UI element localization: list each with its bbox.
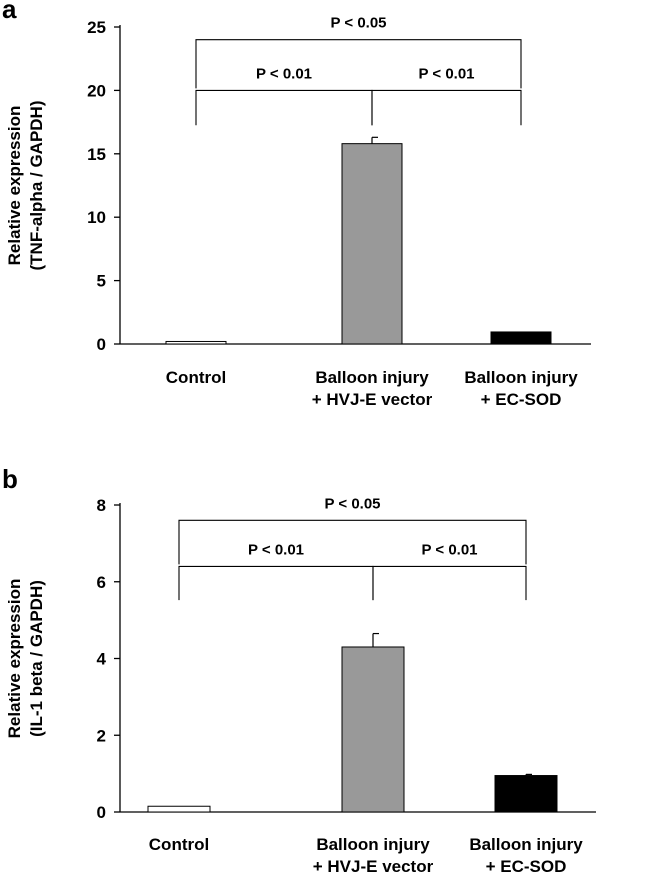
significance-label: P < 0.01	[421, 541, 477, 558]
panel-a: a 0 5 10 15 20 25 Relative expression (TNF-alpha…	[2, 0, 591, 409]
panel-letter: a	[2, 0, 17, 24]
y-tick-label: 6	[97, 573, 106, 592]
y-tick-label: 4	[97, 650, 107, 669]
bar	[341, 143, 403, 345]
y-tick-label: 20	[87, 81, 106, 100]
y-tick-label: 10	[87, 208, 106, 227]
bar	[490, 331, 552, 345]
bar	[165, 340, 227, 345]
bar	[494, 775, 558, 813]
category-label: Balloon injury	[315, 368, 429, 387]
panel-letter: b	[2, 464, 18, 494]
significance-bracket	[195, 39, 522, 89]
y-tick-label: 15	[87, 145, 106, 164]
y-tick-label: 8	[97, 496, 106, 515]
category-label: + EC-SOD	[481, 390, 562, 409]
y-axis-label: (IL-1 beta / GAPDH)	[27, 580, 46, 737]
significance-label: P < 0.01	[418, 65, 474, 82]
category-label: + EC-SOD	[486, 857, 567, 876]
significance-bracket	[195, 89, 373, 126]
bar	[147, 805, 211, 813]
category-label: Balloon injury	[316, 835, 430, 854]
significance-label: P < 0.05	[324, 495, 380, 512]
panel-b: b 0 2 4 6 8 Relative expression (IL-1 beta / GA…	[2, 464, 596, 876]
y-tick-label: 2	[97, 726, 106, 745]
significance-label: P < 0.01	[248, 541, 304, 558]
significance-bracket	[372, 565, 527, 601]
category-label: Balloon injury	[469, 835, 583, 854]
category-label: + HVJ-E vector	[313, 857, 434, 876]
category-label: Control	[166, 368, 226, 387]
y-axis-label: (TNF-alpha / GAPDH)	[27, 101, 46, 271]
y-tick-label: 0	[97, 335, 106, 354]
significance-bracket	[371, 89, 522, 126]
category-label: + HVJ-E vector	[312, 390, 433, 409]
category-label: Balloon injury	[464, 368, 578, 387]
significance-bracket	[178, 565, 374, 601]
y-tick-label: 5	[97, 272, 106, 291]
category-label: Control	[149, 835, 209, 854]
y-axis-label: Relative expression	[5, 579, 24, 739]
bar	[341, 646, 405, 813]
significance-label: P < 0.05	[330, 15, 386, 32]
y-tick-label: 25	[87, 18, 106, 37]
y-axis-label: Relative expression	[5, 106, 24, 266]
significance-bracket	[178, 519, 527, 565]
y-tick-label: 0	[97, 803, 106, 822]
significance-label: P < 0.01	[256, 65, 312, 82]
